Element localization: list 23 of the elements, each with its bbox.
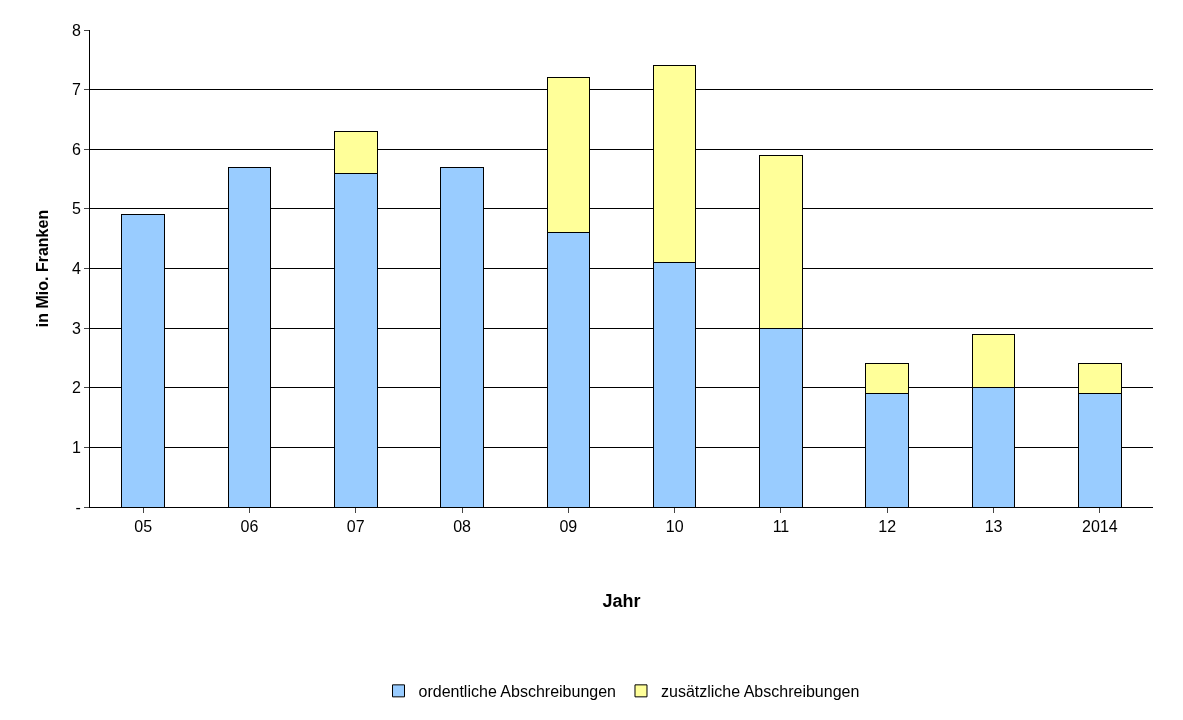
y-tick-label: -: [75, 498, 81, 516]
x-tick-label: 06: [240, 518, 259, 536]
y-tick-label: 5: [71, 200, 81, 218]
x-tick-label: 10: [665, 518, 684, 536]
y-axis-title: in Mio. Franken: [34, 209, 51, 328]
x-tick-label: 12: [878, 518, 897, 536]
y-tick-label: 6: [71, 140, 81, 158]
y-tick-label: 4: [71, 260, 81, 278]
y-tick-label: 7: [71, 81, 81, 99]
y-tick-label: 2: [71, 379, 81, 397]
y-tick-label: 1: [71, 438, 81, 456]
x-tick-label: 2014: [1082, 518, 1118, 536]
y-tick-label: 3: [71, 319, 81, 337]
x-tick-label: 13: [984, 518, 1003, 536]
x-tick-label: 11: [772, 518, 790, 536]
x-tick-label: 08: [453, 518, 472, 536]
y-tick-label: 8: [71, 21, 81, 39]
legend-label: ordentliche Abschreibungen: [418, 683, 616, 701]
x-axis-title: Jahr: [602, 591, 641, 612]
x-tick-label: 09: [559, 518, 578, 536]
x-tick-label: 07: [346, 518, 365, 536]
legend-label: zusätzliche Abschreibungen: [660, 683, 860, 701]
x-tick-label: 05: [134, 518, 153, 536]
